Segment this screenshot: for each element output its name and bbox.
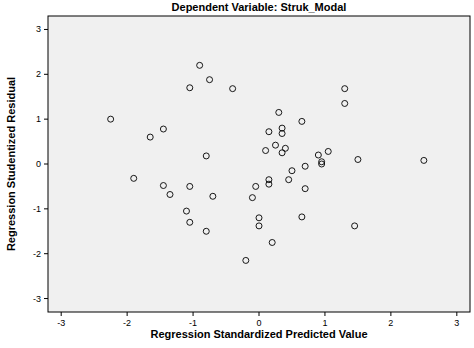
point [256,223,262,229]
point [342,100,348,106]
point [203,228,209,234]
x-tick-label: -3 [57,318,65,328]
point [352,223,358,229]
point [319,161,325,167]
x-tick [127,312,128,316]
y-tick-label: 1 [36,114,41,124]
point [210,193,216,199]
x-tick [193,312,194,316]
point [266,177,272,183]
point [355,157,361,163]
y-tick [44,74,48,75]
y-tick [44,253,48,254]
point [131,175,137,181]
y-tick [44,29,48,30]
point [289,168,295,174]
point [183,208,189,214]
point [286,177,292,183]
point [299,214,305,220]
point [276,109,282,115]
point [160,126,166,132]
point [203,153,209,159]
x-axis-label: Regression Standardized Predicted Value [150,328,367,340]
y-tick-label: 0 [36,159,41,169]
point [266,129,272,135]
y-axis-label: Regression Studentized Residual [5,77,17,251]
y-tick [44,164,48,165]
x-tick-label: 2 [388,318,393,328]
x-tick [390,312,391,316]
y-tick-label: 3 [36,24,41,34]
point [256,215,262,221]
point [187,183,193,189]
point [302,163,308,169]
point [187,219,193,225]
point [160,183,166,189]
y-tick-label: -3 [33,294,41,304]
x-tick-label: 3 [454,318,459,328]
chart: Dependent Variable: Struk_Modal -3 -2 -1 0 1 2… [0,0,474,348]
point [230,86,236,92]
x-tick-label: -1 [189,318,197,328]
point [279,125,285,131]
y-tick-label: -2 [33,249,41,259]
point [421,157,427,163]
point [269,239,275,245]
x-tick-label: -2 [123,318,131,328]
title: Dependent Variable: Struk_Modal [172,1,347,13]
plot-frame [48,16,470,312]
point [272,142,278,148]
x-tick [61,312,62,316]
y-tick [44,119,48,120]
point [302,186,308,192]
y-tick [44,298,48,299]
point [263,148,269,154]
plot-background [48,16,470,312]
x-tick [456,312,457,316]
x-tick-label: 0 [256,318,261,328]
point [249,195,255,201]
y-tick-label: 2 [36,69,41,79]
point [187,85,193,91]
point [147,134,153,140]
point [167,191,173,197]
x-tick [259,312,260,316]
points [108,62,427,263]
point [325,148,331,154]
point [243,257,249,263]
point [207,77,213,83]
point [197,62,203,68]
y-tick [44,208,48,209]
x-tick [324,312,325,316]
x-tick-label: 1 [322,318,327,328]
y-tick-label: -1 [33,204,41,214]
point [342,86,348,92]
point [253,183,259,189]
point [315,152,321,158]
point [299,118,305,124]
point [282,145,288,151]
point [108,116,114,122]
